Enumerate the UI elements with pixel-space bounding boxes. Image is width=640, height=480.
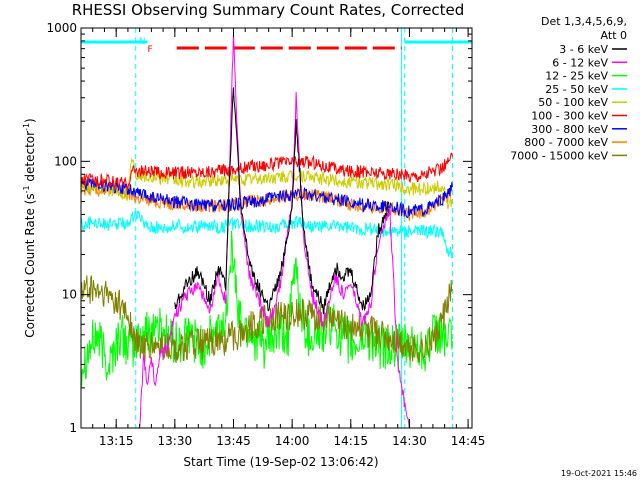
x-tick-label: 13:15 (99, 434, 134, 448)
series-50-100-kev-line (80, 157, 453, 209)
y-axis-label-sup2: -1 (22, 123, 31, 131)
y-axis-label: Corrected Count Rate (s-1 detector-1) (22, 118, 37, 337)
x-axis-label: Start Time (19-Sep-02 13:06:42) (183, 455, 378, 469)
x-tick-label: 13:30 (158, 434, 193, 448)
legend-label-50-100-kev: 50 - 100 keV (538, 96, 608, 109)
x-tick-label: 14:00 (275, 434, 310, 448)
legend-header-detectors: Det 1,3,4,5,6,9, (541, 15, 627, 28)
series-layer (80, 33, 453, 429)
series-3-6-kev-line (174, 87, 390, 315)
annotation-f: F (147, 45, 152, 55)
series-12-25-kev-line (80, 230, 453, 387)
annotation-n: N (139, 37, 146, 47)
legend-label-7000-15000-kev: 7000 - 15000 keV (510, 149, 608, 162)
y-tick-label: 10 (62, 288, 77, 302)
legend-label-300-800-kev: 300 - 800 keV (531, 123, 608, 136)
interval-markers (80, 28, 453, 428)
x-axis-ticks: 13:15 13:30 13:45 14:00 14:15 14:30 14:45 (80, 28, 486, 448)
series-300-800-kev-line (80, 176, 453, 219)
series-100-300-kev-line (80, 152, 453, 191)
x-tick-label: 14:30 (392, 434, 427, 448)
legend-label-12-25-kev: 12 - 25 keV (545, 70, 608, 83)
legend-label-3-6-kev: 3 - 6 keV (559, 43, 608, 56)
flag-bars (81, 40, 472, 50)
y-axis-label-end: ) (23, 118, 37, 123)
legend-label-100-300-kev: 100 - 300 keV (531, 110, 608, 123)
timestamp: 19-Oct-2021 15:46 (561, 469, 637, 478)
y-axis-label-main: Corrected Count Rate (s (23, 193, 37, 337)
y-tick-label: 1000 (46, 21, 77, 35)
legend-header-attenuator: Att 0 (601, 29, 627, 42)
y-tick-label: 1 (69, 421, 77, 435)
plot-frame (80, 27, 473, 429)
legend-label-800-7000-kev: 800 - 7000 keV (524, 136, 608, 149)
series-25-50-kev-line (80, 210, 453, 259)
y-tick-label: 100 (54, 154, 77, 168)
series-6-12-kev-line (139, 33, 410, 429)
legend-label-25-50-kev: 25 - 50 keV (545, 83, 608, 96)
y-axis-ticks: 1 10 100 1000 (46, 21, 472, 435)
annotation-labels: NF (139, 37, 153, 55)
legend-label-6-12-kev: 6 - 12 keV (552, 56, 608, 69)
x-tick-label: 14:45 (451, 434, 486, 448)
chart-title: RHESSI Observing Summary Count Rates, Co… (72, 1, 465, 19)
x-tick-label: 13:45 (216, 434, 251, 448)
y-axis-label-mid: detector (23, 131, 37, 186)
x-tick-label: 14:15 (333, 434, 368, 448)
y-axis-label-sup1: -1 (22, 185, 31, 193)
